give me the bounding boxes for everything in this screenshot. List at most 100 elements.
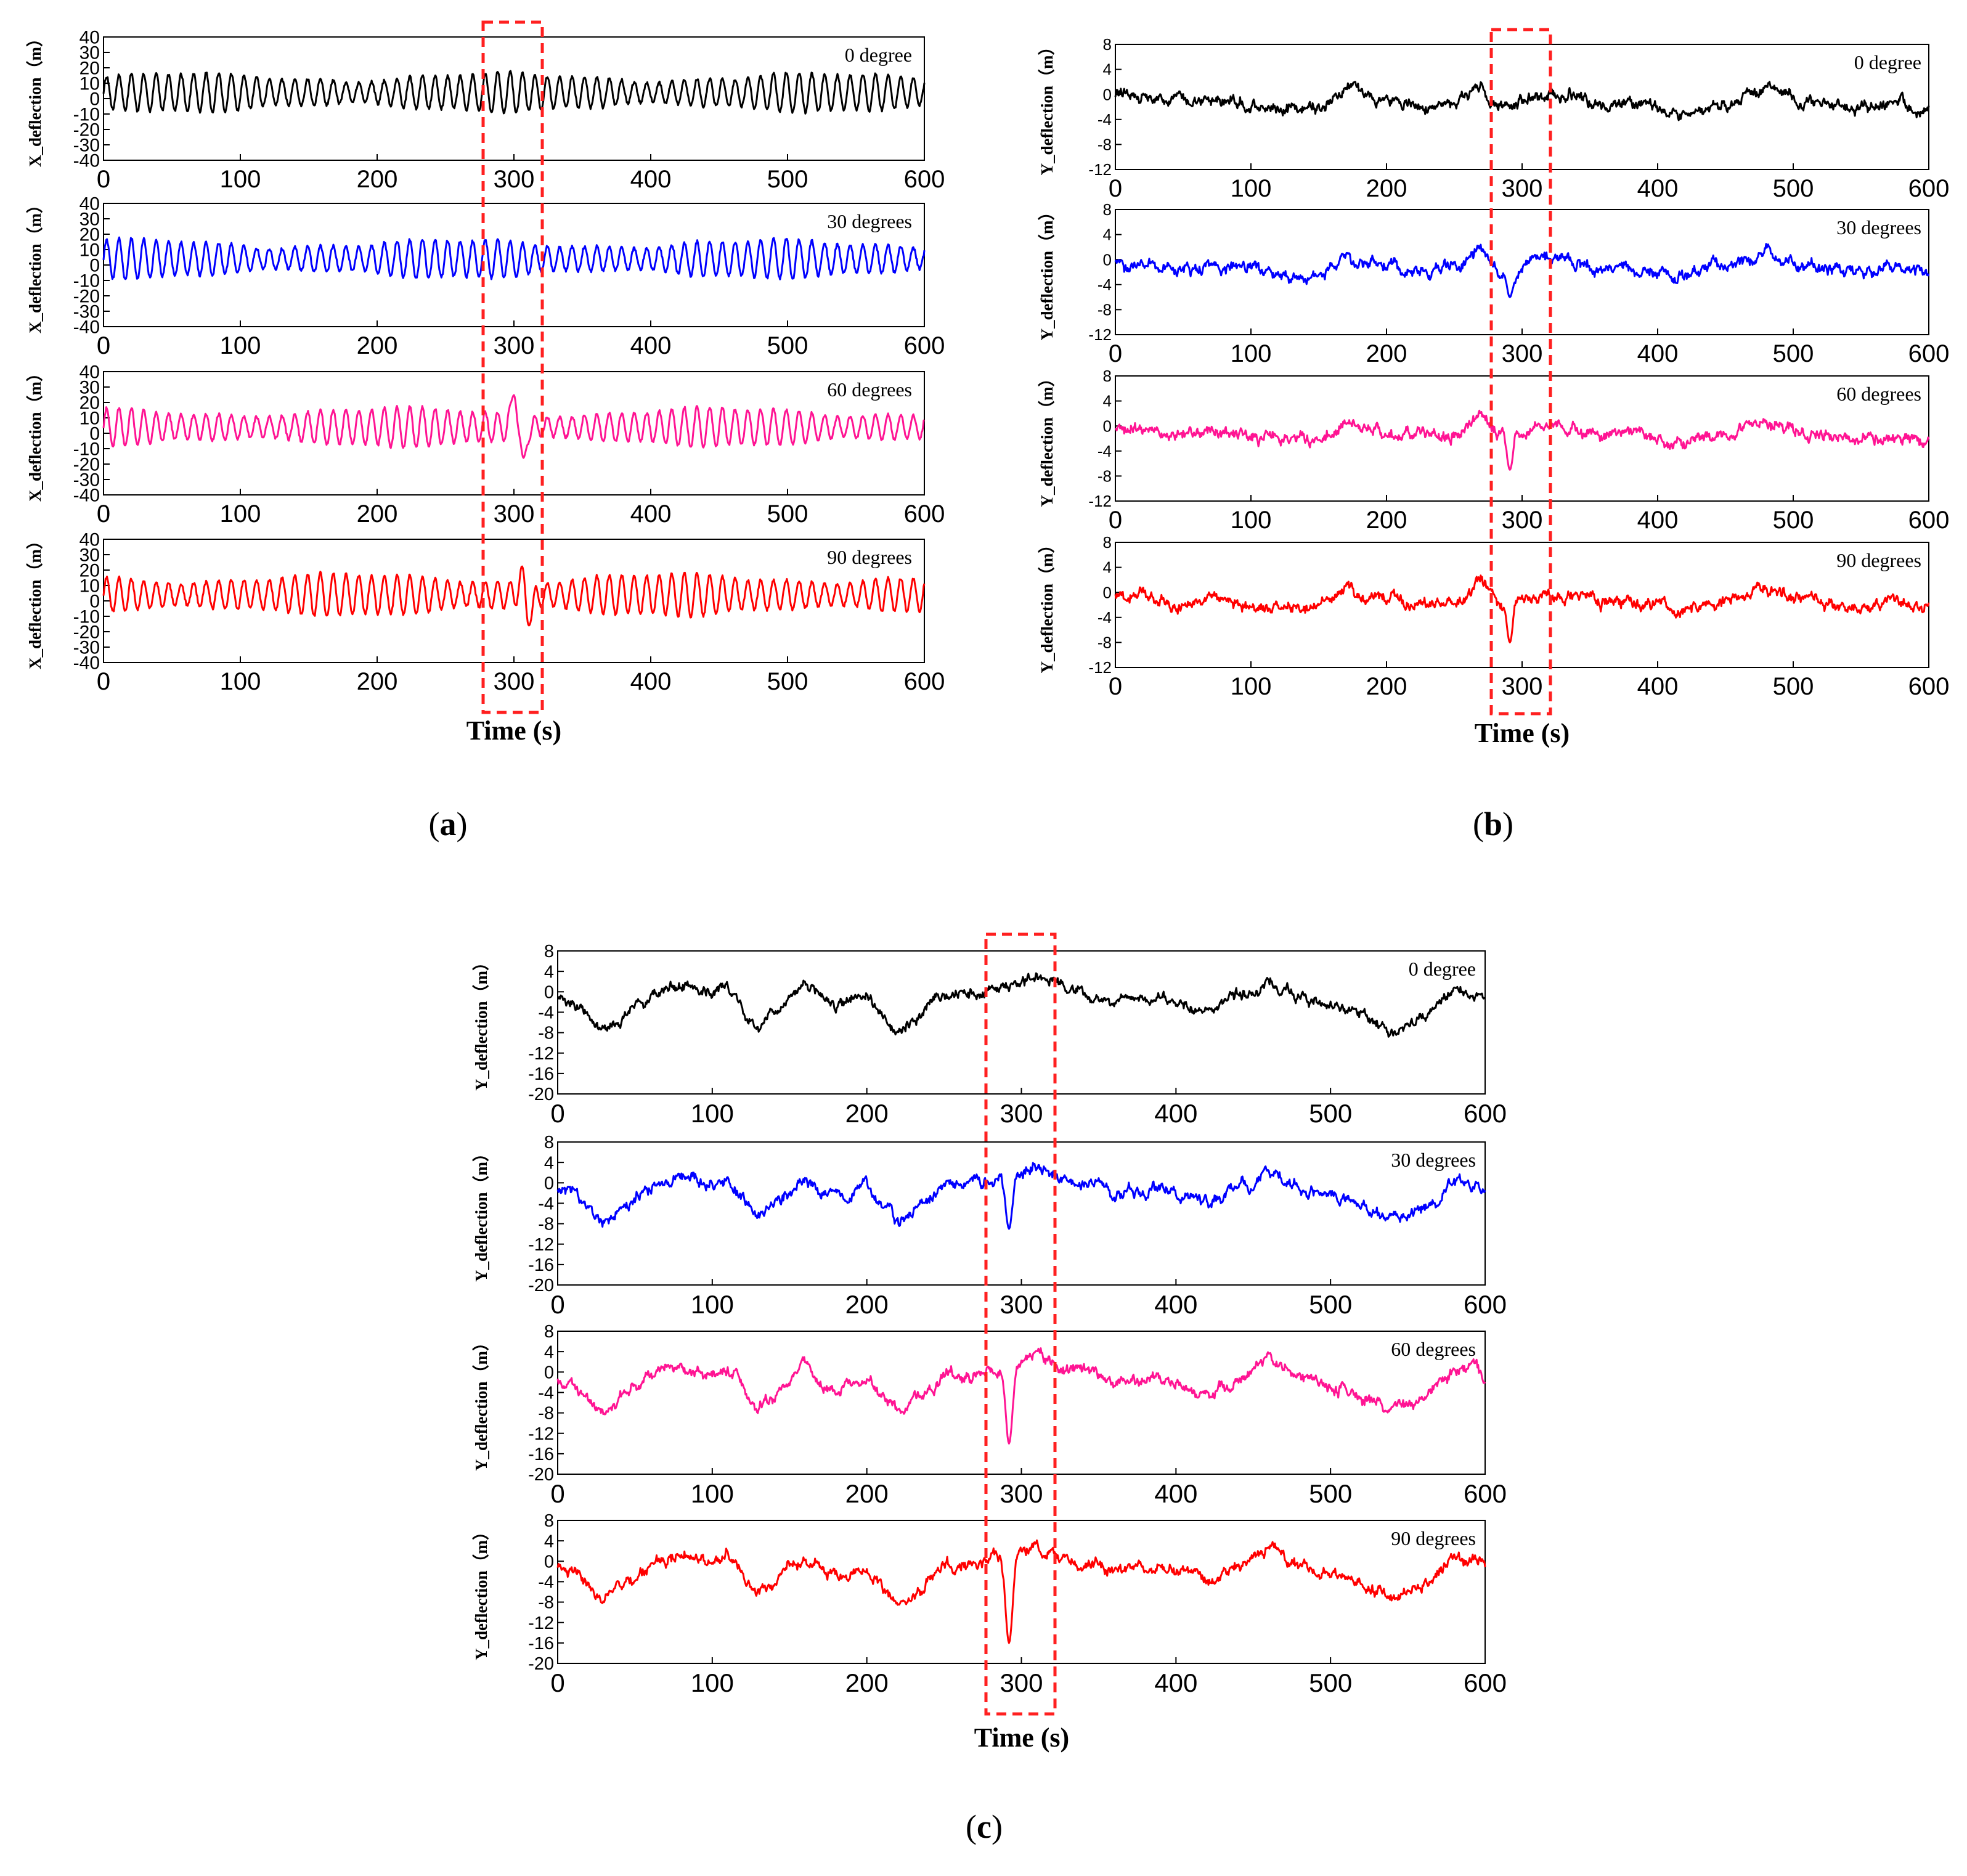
x-tick-label: 300 bbox=[494, 332, 535, 359]
x-tick-label: 600 bbox=[904, 166, 945, 193]
y-tick-label: -20 bbox=[528, 1085, 554, 1104]
series-line-30-degrees bbox=[102, 236, 926, 280]
x-tick-label: 100 bbox=[1231, 673, 1272, 700]
x-tick-label: 400 bbox=[1154, 1099, 1197, 1128]
y-tick-label: 40 bbox=[79, 28, 100, 48]
x-tick-label: 300 bbox=[1502, 175, 1543, 202]
x-tick-label: 300 bbox=[1502, 340, 1543, 367]
y-tick-label: 8 bbox=[544, 942, 554, 961]
y-tick-label: 0 bbox=[1103, 85, 1112, 104]
x-tick-label: 300 bbox=[1502, 673, 1543, 700]
x-tick-label: 100 bbox=[691, 1668, 734, 1697]
y-tick-label: -16 bbox=[528, 1255, 554, 1275]
y-tick-label: 0 bbox=[544, 1552, 554, 1572]
x-tick-label: 500 bbox=[1309, 1099, 1352, 1128]
y-axis-label: Y_deflection（m） bbox=[472, 1334, 491, 1471]
x-tick-label: 500 bbox=[1773, 673, 1814, 700]
caption-a: (a) bbox=[429, 805, 468, 842]
y-tick-label: 0 bbox=[89, 424, 100, 444]
highlight-box bbox=[1489, 28, 1552, 716]
x-axis-title: Time (s) bbox=[974, 1723, 1069, 1753]
x-tick-label: 100 bbox=[691, 1099, 734, 1128]
x-tick-label: 600 bbox=[1908, 175, 1950, 202]
y-tick-label: 0 bbox=[1103, 583, 1112, 602]
x-tick-label: 400 bbox=[1637, 507, 1679, 534]
x-tick-label: 0 bbox=[97, 166, 110, 193]
y-tick-label: -16 bbox=[528, 1634, 554, 1654]
x-tick-label: 500 bbox=[1309, 1479, 1352, 1508]
x-tick-label: 0 bbox=[1109, 673, 1122, 700]
y-tick-label: -20 bbox=[73, 622, 100, 643]
series-label: 60 degrees bbox=[1391, 1338, 1476, 1360]
x-tick-label: 500 bbox=[1309, 1668, 1352, 1697]
series-line-90-degrees bbox=[556, 1539, 1486, 1644]
x-tick-label: 600 bbox=[1908, 340, 1950, 367]
caption-b: (b) bbox=[1473, 805, 1513, 842]
y-axis-label: Y_deflection（m） bbox=[472, 1145, 491, 1282]
x-tick-label: 100 bbox=[220, 500, 261, 528]
subplot-c-0: 840-4-8-12-16-200 100 200 300 400 500 600Y_def… bbox=[472, 942, 1507, 1128]
y-tick-label: 4 bbox=[1103, 392, 1112, 410]
x-tick-label: 500 bbox=[767, 332, 808, 359]
y-tick-label: 8 bbox=[1103, 200, 1112, 219]
subplot-c-1: 840-4-8-12-16-200 100 200 300 400 500 600Y_def… bbox=[472, 1133, 1507, 1319]
x-tick-label: 0 bbox=[550, 1668, 564, 1697]
x-tick-label: 400 bbox=[1154, 1668, 1197, 1697]
y-tick-label: 0 bbox=[89, 256, 100, 276]
y-tick-label: 10 bbox=[79, 576, 100, 597]
x-tick-label: 0 bbox=[550, 1290, 564, 1319]
plot-frame bbox=[557, 1141, 1486, 1286]
x-tick-label: 100 bbox=[1231, 507, 1272, 534]
y-tick-label: 8 bbox=[544, 1511, 554, 1531]
x-tick-label: 100 bbox=[691, 1290, 734, 1319]
x-tick-label: 300 bbox=[494, 668, 535, 695]
y-tick-label: 40 bbox=[79, 530, 100, 550]
y-tick-label: -8 bbox=[538, 1024, 554, 1043]
y-tick-label: 20 bbox=[79, 393, 100, 414]
series-label: 90 degrees bbox=[1391, 1527, 1476, 1549]
x-tick-label: 300 bbox=[1000, 1668, 1043, 1697]
x-tick-label: 600 bbox=[1464, 1290, 1507, 1319]
y-tick-label: 0 bbox=[1103, 250, 1112, 269]
x-tick-label: 600 bbox=[904, 668, 945, 695]
x-tick-label: 300 bbox=[494, 500, 535, 528]
y-tick-label: -12 bbox=[1088, 492, 1112, 510]
y-tick-label: -10 bbox=[73, 439, 100, 460]
y-tick-label: -8 bbox=[538, 1593, 554, 1613]
series-label: 90 degrees bbox=[1836, 549, 1921, 571]
x-tick-label: 400 bbox=[1637, 673, 1679, 700]
x-tick-label: 100 bbox=[220, 166, 261, 193]
y-tick-label: 20 bbox=[79, 59, 100, 79]
y-tick-label: -4 bbox=[1098, 275, 1112, 294]
x-tick-label: 0 bbox=[550, 1479, 564, 1508]
y-tick-label: -40 bbox=[73, 317, 100, 338]
x-tick-label: 200 bbox=[357, 166, 398, 193]
x-tick-label: 400 bbox=[630, 166, 672, 193]
subplot-c-2: 840-4-8-12-16-200 100 200 300 400 500 600Y_def… bbox=[472, 1322, 1507, 1508]
x-axis-title: Time (s) bbox=[466, 716, 561, 746]
y-tick-label: -8 bbox=[1098, 467, 1112, 486]
series-label: 0 degree bbox=[1409, 958, 1476, 980]
y-tick-label: -10 bbox=[73, 607, 100, 627]
x-tick-label: 200 bbox=[845, 1668, 889, 1697]
y-tick-label: 8 bbox=[544, 1322, 554, 1342]
y-tick-label: 30 bbox=[79, 378, 100, 398]
y-tick-label: 40 bbox=[79, 194, 100, 214]
y-axis-label: X_deflection（m） bbox=[26, 197, 44, 333]
x-tick-label: 0 bbox=[550, 1099, 564, 1128]
x-tick-label: 300 bbox=[1502, 507, 1543, 534]
series-label: 30 degrees bbox=[1391, 1149, 1476, 1171]
x-tick-label: 100 bbox=[691, 1479, 734, 1508]
x-tick-label: 200 bbox=[357, 332, 398, 359]
y-tick-label: 30 bbox=[79, 545, 100, 566]
series-line-0-degree bbox=[1114, 81, 1930, 121]
y-axis-label: Y_deflection（m） bbox=[1038, 537, 1056, 674]
y-tick-label: -20 bbox=[528, 1465, 554, 1485]
x-tick-label: 400 bbox=[630, 500, 672, 528]
y-tick-label: 10 bbox=[79, 409, 100, 429]
y-tick-label: -20 bbox=[528, 1276, 554, 1295]
x-tick-label: 100 bbox=[1231, 340, 1272, 367]
x-tick-label: 100 bbox=[220, 668, 261, 695]
